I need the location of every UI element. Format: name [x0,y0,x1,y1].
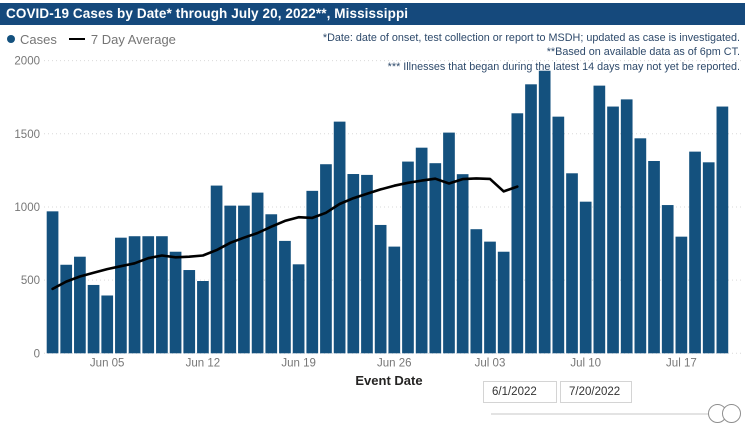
bar-6/8/2022[interactable] [142,236,155,354]
bar-7/1/2022[interactable] [456,174,469,354]
avg-legend-line-icon [68,37,85,41]
date-range-end-input[interactable] [561,382,639,402]
date-range-slider-track[interactable] [491,413,738,415]
x-axis-tick-label: Jul 03 [475,358,506,370]
bar-6/27/2022[interactable] [402,161,414,354]
y-axis-tick-label: 2000 [14,56,40,68]
x-axis-tick-label: Jun 19 [281,358,316,370]
footnote-data-asof: **Based on available data as of 6pm CT. [546,46,740,59]
bar-6/12/2022[interactable] [197,281,209,354]
bar-6/20/2022[interactable] [306,190,319,354]
bar-6/28/2022[interactable] [415,147,428,354]
bar-7/15/2022[interactable] [648,161,660,354]
bar-6/10/2022[interactable] [169,251,182,354]
bar-7/20/2022[interactable] [716,106,729,354]
bar-6/4/2022[interactable] [87,284,100,354]
bar-7/18/2022[interactable] [689,151,701,354]
bar-6/24/2022[interactable] [361,174,373,354]
bar-6/29/2022[interactable] [429,163,442,354]
bar-6/25/2022[interactable] [374,224,387,354]
bar-6/21/2022[interactable] [320,164,332,354]
bar-7/17/2022[interactable] [675,236,688,354]
date-range-start-field[interactable] [483,381,564,403]
bar-6/30/2022[interactable] [443,132,455,354]
page-title: COVID-19 Cases by Date* through July 20,… [6,6,409,21]
date-range-slider-end-handle[interactable] [722,404,741,423]
bar-7/10/2022[interactable] [579,201,592,354]
x-axis-tick-label: Jul 10 [570,358,601,370]
bar-6/2/2022[interactable] [60,264,73,354]
bar-6/6/2022[interactable] [115,237,127,354]
bar-6/23/2022[interactable] [347,174,360,354]
bar-6/14/2022[interactable] [224,205,237,354]
bar-7/9/2022[interactable] [566,173,578,354]
footnote-date-definition: *Date: date of onset, test collection or… [322,32,740,44]
bar-6/22/2022[interactable] [333,121,346,354]
cases-legend-label: Cases [20,31,57,47]
footnote-latest-14-days: *** Illnesses that began during the late… [387,60,740,73]
bar-6/15/2022[interactable] [238,205,250,354]
bar-7/19/2022[interactable] [702,162,715,354]
x-axis-tick-label: Jun 12 [186,358,221,370]
bar-6/3/2022[interactable] [74,256,86,354]
bar-7/5/2022[interactable] [511,113,524,354]
date-range-start-input[interactable] [484,382,564,402]
report-title-bar: COVID-19 Cases by Date* through July 20,… [0,3,745,25]
bar-7/16/2022[interactable] [661,205,674,354]
avg-legend-label: 7 Day Average [90,31,176,47]
bar-6/19/2022[interactable] [292,264,305,354]
x-axis-tick-label: Jun 26 [377,358,412,370]
x-axis-title: Event Date [355,373,422,388]
bar-7/2/2022[interactable] [470,229,483,354]
seven-day-average-line [51,177,519,291]
bar-6/9/2022[interactable] [156,236,168,354]
bar-6/13/2022[interactable] [210,185,223,354]
bar-6/26/2022[interactable] [388,246,401,354]
x-axis-tick-label: Jun 05 [90,358,125,370]
bar-6/18/2022[interactable] [279,240,291,354]
bar-6/1/2022[interactable] [46,211,59,354]
footnotes: *Date: date of onset, test collection or… [323,31,740,74]
chart-legend: Cases 7 Day Average [7,31,176,47]
bar-7/11/2022[interactable] [593,85,606,354]
bar-7/6/2022[interactable] [525,84,537,354]
bar-7/8/2022[interactable] [552,116,565,354]
y-axis-tick-label: 500 [21,275,40,287]
date-range-end-field[interactable] [560,381,639,403]
x-axis-tick-label: Jul 17 [666,358,697,370]
cases-chart: 0 500 1000 1500 2000 Jun 05 Jun 12 Jun 19 Jun 26… [14,56,741,388]
cases-legend-dot-icon [7,35,15,43]
bar-7/4/2022[interactable] [497,251,510,354]
bar-6/16/2022[interactable] [251,192,264,354]
bar-6/17/2022[interactable] [265,214,278,354]
y-axis-tick-label: 0 [34,348,40,360]
bar-7/12/2022[interactable] [607,106,619,354]
y-axis-tick-label: 1000 [14,202,40,214]
bar-7/14/2022[interactable] [634,138,647,354]
bar-7/7/2022[interactable] [538,70,551,354]
bar-7/13/2022[interactable] [620,99,633,354]
bar-6/5/2022[interactable] [101,295,114,354]
bar-6/7/2022[interactable] [128,236,141,354]
bar-7/3/2022[interactable] [484,241,496,354]
bar-6/11/2022[interactable] [183,270,196,354]
y-axis-tick-label: 1500 [14,129,40,141]
